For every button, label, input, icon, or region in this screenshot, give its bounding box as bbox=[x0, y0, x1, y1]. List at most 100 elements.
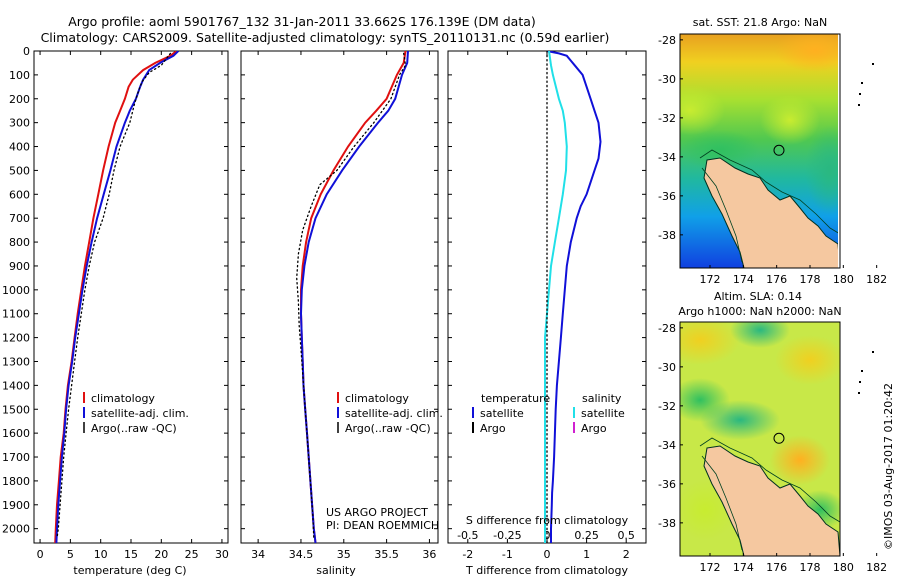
temperature-axes-frame bbox=[33, 50, 229, 544]
t-difference-xlabel: T difference from climatology bbox=[465, 564, 628, 577]
depth-tick-label: 1200 bbox=[2, 332, 30, 345]
lon-tick-label: 182 bbox=[866, 561, 887, 574]
x-tick-label: 30 bbox=[215, 548, 229, 561]
depth-tick-label: 100 bbox=[9, 69, 30, 82]
sla-map-frame bbox=[679, 321, 841, 557]
depth-axis: 0 100 200 300 400 500 600 700 800 900 1000 1100 1200… bbox=[2, 45, 228, 536]
imos-credit: ©IMOS 03-Aug-2017 01:20:42 bbox=[882, 383, 895, 550]
x-tick-label: 35 bbox=[337, 548, 351, 561]
header-line-2: Climatology: CARS2009. Satellite-adjuste… bbox=[41, 30, 610, 45]
salinity-panel: 34 34.5 35 35.5 36 salinity climatology sate… bbox=[240, 50, 443, 577]
legend-argo-label: Argo(..raw -QC) bbox=[91, 422, 177, 435]
x-tick-label: 25 bbox=[185, 548, 199, 561]
legend-t-argo-label: Argo bbox=[480, 422, 506, 435]
depth-tick-label: 1500 bbox=[2, 403, 30, 416]
depth-tick-label: 1600 bbox=[2, 427, 30, 440]
x-tick-label: 2 bbox=[623, 548, 630, 561]
sla-map-axes: 172 174 176 178 180 182 -28 -30 -32 -34 -36 -38 bbox=[658, 322, 887, 574]
sst-field bbox=[680, 34, 840, 268]
depth-tick-label: 1000 bbox=[2, 284, 30, 297]
series-line-argo-raw-qc- bbox=[56, 52, 172, 539]
salinity-difference-axis: -0.5 -0.25 0 0.25 0.5 bbox=[457, 529, 635, 542]
s-tick-label: 0.5 bbox=[617, 529, 635, 542]
series-line-argo-raw-qc- bbox=[296, 52, 407, 539]
sla-field bbox=[680, 322, 840, 556]
salinity-axes-frame bbox=[240, 50, 439, 544]
difference-panel: -2 -1 0 1 2 -0.5 -0.25 0 0.25 0.5 T difference f… bbox=[447, 50, 647, 577]
temperature-legend: climatology satellite-adj. clim. Argo(..… bbox=[83, 392, 189, 435]
lon-tick-label: 180 bbox=[833, 273, 854, 286]
x-tick-label: 0 bbox=[544, 548, 551, 561]
legend-s-argo-label: Argo bbox=[581, 422, 607, 435]
depth-tick-label: 200 bbox=[9, 93, 30, 106]
temperature-lines bbox=[54, 51, 179, 543]
depth-tick-label: 2000 bbox=[2, 523, 30, 536]
lon-tick-label: 178 bbox=[800, 273, 821, 286]
legend-temperature-title: temperature bbox=[481, 392, 550, 405]
depth-tick-label: 600 bbox=[9, 188, 30, 201]
pi-annotation: PI: DEAN ROEMMICH bbox=[326, 519, 439, 532]
depth-tick-label: 300 bbox=[9, 117, 30, 130]
x-tick-label: 10 bbox=[94, 548, 108, 561]
legend-salinity-title: salinity bbox=[582, 392, 622, 405]
lat-tick-label: -28 bbox=[658, 322, 676, 335]
s-tick-label: 0.25 bbox=[574, 529, 599, 542]
lon-tick-label: 172 bbox=[700, 273, 721, 286]
legend-t-satellite-label: satellite bbox=[480, 407, 524, 420]
depth-tick-label: 1100 bbox=[2, 308, 30, 321]
series-line-t-satellite bbox=[546, 51, 602, 543]
lat-tick-label: -38 bbox=[658, 229, 676, 242]
lat-tick-label: -28 bbox=[658, 34, 676, 47]
depth-tick-label: 1900 bbox=[2, 499, 30, 512]
temperature-x-axis: 0 5 10 15 20 25 30 bbox=[37, 51, 229, 561]
legend-argo-label: Argo(..raw -QC) bbox=[345, 422, 431, 435]
s-tick-label: -0.5 bbox=[457, 529, 478, 542]
argo-location-marker bbox=[773, 432, 785, 444]
legend-climatology-label: climatology bbox=[91, 392, 155, 405]
legend-satellite-label: satellite-adj. clim. bbox=[345, 407, 443, 420]
temperature-xlabel: temperature (deg C) bbox=[73, 564, 186, 577]
salinity-lines bbox=[296, 51, 409, 543]
sst-map-axes: 172 174 176 178 180 182 -28 -30 -32 -34 -36 -38 bbox=[658, 34, 887, 286]
kermadec-islands bbox=[858, 63, 874, 106]
x-tick-label: 20 bbox=[154, 548, 168, 561]
x-tick-label: -2 bbox=[462, 548, 473, 561]
x-tick-label: 34 bbox=[251, 548, 265, 561]
x-tick-label: 1 bbox=[583, 548, 590, 561]
kermadec-islands bbox=[858, 351, 874, 394]
lon-tick-label: 176 bbox=[766, 273, 787, 286]
lon-tick-label: 174 bbox=[733, 273, 754, 286]
project-annotation: US ARGO PROJECT bbox=[326, 506, 428, 519]
sst-map-panel: sat. SST: 21.8 Argo: NaN 172 174 176 178 180… bbox=[658, 16, 887, 286]
lon-tick-label: 182 bbox=[866, 273, 887, 286]
salinity-x-axis: 34 34.5 35 35.5 36 bbox=[251, 51, 436, 561]
lon-tick-label: 172 bbox=[700, 561, 721, 574]
x-tick-label: 0 bbox=[37, 548, 44, 561]
lon-tick-label: 178 bbox=[800, 561, 821, 574]
series-line-climatology bbox=[300, 51, 407, 543]
argo-location-marker bbox=[773, 144, 785, 156]
difference-legend: temperature satellite Argo salinity sate… bbox=[472, 392, 625, 435]
legend-s-satellite-label: satellite bbox=[581, 407, 625, 420]
lat-tick-label: -38 bbox=[658, 517, 676, 530]
lat-tick-label: -34 bbox=[658, 439, 676, 452]
depth-tick-label: 500 bbox=[9, 164, 30, 177]
lon-tick-label: 180 bbox=[833, 561, 854, 574]
s-tick-label: -0.25 bbox=[493, 529, 521, 542]
sst-map-frame bbox=[679, 33, 841, 269]
depth-tick-label: 800 bbox=[9, 236, 30, 249]
sst-map-title: sat. SST: 21.8 Argo: NaN bbox=[693, 16, 827, 29]
legend-climatology-label: climatology bbox=[345, 392, 409, 405]
legend-satellite-label: satellite-adj. clim. bbox=[91, 407, 189, 420]
sla-map-panel: Altim. SLA: 0.14 Argo h1000: NaN h2000: … bbox=[658, 290, 887, 574]
s-difference-xlabel: S difference from climatology bbox=[466, 514, 629, 527]
salinity-legend: climatology satellite-adj. clim. Argo(..… bbox=[337, 392, 443, 435]
series-line-s-satellite bbox=[544, 51, 568, 543]
depth-tick-label: 1400 bbox=[2, 379, 30, 392]
lat-tick-label: -32 bbox=[658, 400, 676, 413]
lat-tick-label: -36 bbox=[658, 478, 676, 491]
temperature-panel: 0100200300400500600700800900100011001200… bbox=[2, 45, 229, 577]
s-tick-label: 0 bbox=[544, 529, 551, 542]
depth-tick-label: 0 bbox=[23, 45, 30, 58]
